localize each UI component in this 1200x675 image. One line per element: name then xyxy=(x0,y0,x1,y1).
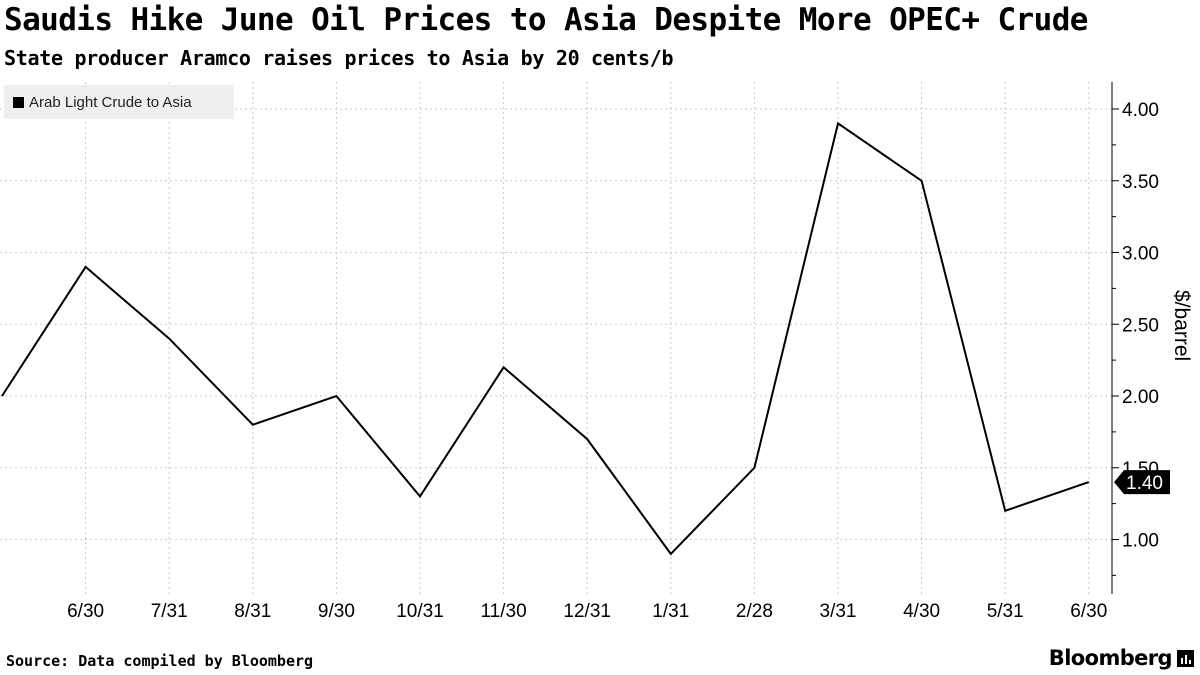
x-tick-label: 5/31 xyxy=(987,601,1024,622)
legend-label: Arab Light Crude to Asia xyxy=(29,93,192,111)
last-value-label: 1.40 xyxy=(1126,473,1163,494)
x-tick-label: 11/30 xyxy=(481,601,527,622)
chart-title: Saudis Hike June Oil Prices to Asia Desp… xyxy=(4,2,1088,38)
source-note: Source: Data compiled by Bloomberg xyxy=(6,652,314,670)
x-tick-label: 10/31 xyxy=(396,601,444,622)
legend-swatch xyxy=(13,96,24,108)
gridlines xyxy=(0,82,1112,594)
x-tick-label: 12/31 xyxy=(563,601,611,622)
y-tick-label: 2.00 xyxy=(1122,387,1159,408)
x-tick-label: 1/31 xyxy=(652,601,689,622)
y-tick-label: 4.00 xyxy=(1122,100,1159,121)
y-tick-label: 1.00 xyxy=(1122,531,1159,552)
x-tick-label: 7/31 xyxy=(151,601,188,622)
last-value-callout: 1.40 xyxy=(1114,470,1170,495)
y-axis-ticks: 1.001.502.002.503.003.504.00 xyxy=(1112,100,1159,576)
last-value-badge xyxy=(1114,470,1170,495)
y-tick-label: 3.50 xyxy=(1122,172,1159,193)
x-tick-label: 6/30 xyxy=(1070,601,1107,622)
x-tick-label: 9/30 xyxy=(318,601,355,622)
x-tick-label: 2/28 xyxy=(736,601,773,622)
data-points xyxy=(1,123,1089,554)
chart-subtitle: State producer Aramco raises prices to A… xyxy=(4,46,674,70)
y-axis-title: $/barrel xyxy=(1170,290,1193,361)
series-line-arab-light xyxy=(1,121,1090,556)
x-axis-ticks: 6/30 7/31 8/31 9/30 10/31 11/30 12/31 1/31 2/28 3… xyxy=(67,601,1107,622)
y-tick-label: 2.50 xyxy=(1122,315,1159,336)
x-tick-label: 8/31 xyxy=(234,601,271,622)
y-tick-label: 3.00 xyxy=(1122,244,1159,265)
bloomberg-logo: Bloomberg xyxy=(1049,646,1194,670)
x-tick-label: 6/30 xyxy=(67,601,104,622)
x-tick-label: 3/31 xyxy=(820,601,857,622)
legend: Arab Light Crude to Asia xyxy=(4,85,234,119)
logo-text: Bloomberg xyxy=(1048,646,1173,670)
x-tick-label: 4/30 xyxy=(903,601,940,622)
bloomberg-logo-icon xyxy=(1177,649,1194,667)
